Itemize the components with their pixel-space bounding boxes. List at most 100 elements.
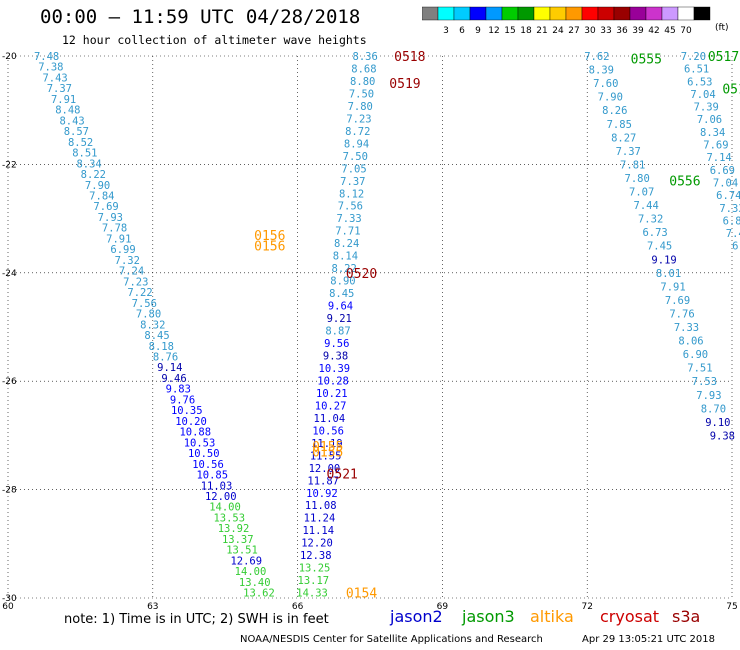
- wave-height-value: 7.80: [136, 309, 161, 321]
- wave-height-map: 60 63 66 69 72 75-20-22-24-26-28-307.487.387.…: [2, 50, 740, 610]
- wave-height-value: 13.53: [213, 512, 245, 524]
- wave-height-value: 7.90: [85, 180, 110, 192]
- wave-height-value: 8.12: [339, 188, 364, 200]
- legend-unit: (ft): [715, 23, 729, 33]
- wave-height-value: 8.14: [333, 251, 358, 263]
- footer-note: note: 1) Time is in UTC; 2) SWH is in fe…: [64, 612, 329, 627]
- y-tick-label: -30: [2, 594, 17, 604]
- wave-height-value: 8.45: [144, 330, 169, 342]
- wave-height-value: 9.21: [327, 313, 352, 325]
- wave-height-value: 10.56: [312, 425, 344, 437]
- wave-height-value: 8.57: [64, 126, 89, 138]
- wave-height-value: 7.91: [51, 94, 76, 106]
- wave-height-value: 7.33: [719, 203, 740, 215]
- x-tick-label: 66: [292, 602, 304, 610]
- wave-height-value: 7.20: [681, 51, 706, 63]
- color-scale-legend: 3 6 9 12 15 18 21 24 27 30 33 36 39 42 45 70: [422, 6, 711, 36]
- wave-height-value: 8.68: [351, 63, 376, 75]
- wave-height-value: 6.90: [683, 349, 708, 361]
- wave-height-value: 8.48: [55, 105, 80, 117]
- wave-height-value: 9.38: [710, 430, 735, 442]
- wave-height-value: 7.45: [647, 241, 672, 253]
- wave-height-value: 8.51: [72, 148, 97, 160]
- pass-label: 0518: [722, 83, 740, 98]
- legend-tick-label: 3: [443, 26, 449, 36]
- legend-tick-label: 42: [648, 26, 659, 36]
- wave-height-value: 7.60: [593, 78, 618, 90]
- wave-height-value: 7.50: [349, 88, 374, 100]
- x-tick-label: 75: [726, 602, 737, 610]
- x-tick-label: 63: [147, 602, 158, 610]
- wave-height-value: 12.20: [301, 538, 333, 550]
- wave-height-value: 12.69: [230, 555, 262, 567]
- wave-height-value: 10.50: [188, 448, 220, 460]
- wave-height-value: 13.92: [218, 523, 250, 535]
- legend-tick-label: 12: [488, 26, 499, 36]
- wave-height-value: 8.94: [344, 138, 369, 150]
- chart-subtitle: 12 hour collection of altimeter wave hei…: [62, 33, 367, 47]
- wave-height-value: 10.53: [184, 437, 216, 449]
- legend-tick-label: 30: [584, 26, 596, 36]
- wave-height-value: 7.23: [123, 276, 148, 288]
- satellite-altika: altika: [530, 607, 574, 626]
- legend-tick-label: 21: [536, 26, 547, 36]
- legend-tick-label: 39: [632, 26, 644, 36]
- pass-label: 0556: [669, 175, 700, 190]
- wave-height-value: 7.53: [692, 376, 717, 388]
- legend-tick-label: 70: [680, 26, 692, 36]
- wave-height-value: 7.81: [620, 159, 645, 171]
- pass-label: 0555: [631, 53, 662, 68]
- wave-height-value: 9.76: [170, 394, 195, 406]
- y-tick-label: -20: [2, 52, 17, 62]
- wave-height-value: 11.87: [307, 475, 339, 487]
- wave-height-value: 7.56: [338, 201, 363, 213]
- wave-height-value: 8.34: [76, 158, 101, 170]
- pass-label: 0517: [708, 50, 739, 65]
- wave-height-value: 9.10: [705, 417, 730, 429]
- wave-height-value: 8.24: [334, 238, 359, 250]
- wave-height-value: 7.39: [694, 102, 719, 114]
- wave-height-value: 7.44: [634, 200, 659, 212]
- generated-timestamp: Apr 29 13:05:21 UTC 2018: [582, 634, 715, 645]
- wave-height-value: 13.17: [298, 575, 330, 587]
- wave-height-value: 7.56: [132, 298, 157, 310]
- wave-height-value: 7.48: [34, 51, 59, 63]
- wave-height-value: 9.14: [157, 362, 182, 374]
- y-tick-label: -22: [2, 160, 17, 170]
- wave-height-value: 11.24: [304, 513, 336, 525]
- wave-height-value: 8.39: [589, 65, 614, 77]
- y-tick-label: -24: [2, 269, 17, 279]
- wave-height-value: 13.51: [226, 545, 258, 557]
- wave-height-value: 11.55: [310, 450, 342, 462]
- wave-height-value: 12.00: [205, 491, 237, 503]
- wave-height-value: 7.80: [348, 101, 373, 113]
- wave-height-value: 7.93: [696, 390, 721, 402]
- wave-height-value: 8.45: [329, 288, 354, 300]
- wave-height-value: 7.22: [127, 287, 152, 299]
- wave-height-value: 12.00: [309, 463, 341, 475]
- legend-tick-label: 18: [520, 26, 532, 36]
- wave-height-value: 14.33: [296, 588, 328, 600]
- wave-height-value: 10.28: [317, 375, 349, 387]
- wave-height-value: 6.69: [710, 165, 735, 177]
- wave-height-value: 7.76: [669, 308, 694, 320]
- wave-height-value: 9.64: [328, 301, 353, 313]
- chart-title: 00:00 – 11:59 UTC 04/28/2018: [40, 6, 361, 28]
- wave-height-value: 7.14: [706, 152, 731, 164]
- wave-height-value: 7.51: [687, 363, 712, 375]
- wave-height-value: 7.33: [674, 322, 699, 334]
- satellite-jason2: jason2: [390, 607, 443, 626]
- satellite-s3a: s3a: [672, 607, 701, 626]
- wave-height-value: 8.36: [353, 51, 378, 63]
- wave-height-value: 7.85: [607, 119, 632, 131]
- wave-height-value: 9.38: [323, 350, 348, 362]
- wave-height-value: 8.87: [325, 326, 350, 338]
- wave-height-value: 11.03: [201, 480, 233, 492]
- wave-height-value: 7.37: [47, 83, 72, 95]
- wave-height-value: 7.84: [89, 191, 114, 203]
- wave-height-value: 8.01: [656, 268, 681, 280]
- satellite-cryosat: cryosat: [600, 607, 660, 626]
- wave-height-value: 7.69: [665, 295, 690, 307]
- wave-height-value: 14.00: [235, 566, 267, 578]
- wave-height-value: 7.43: [726, 228, 740, 240]
